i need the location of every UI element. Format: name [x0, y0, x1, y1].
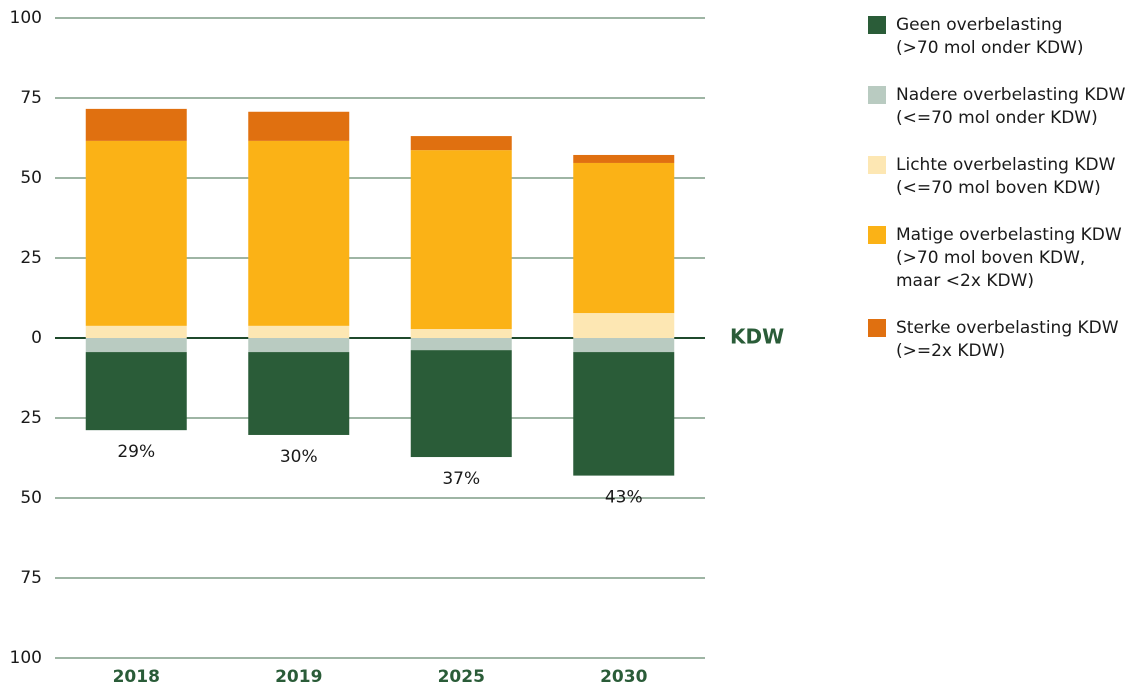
bar-segment: [573, 352, 675, 476]
bar-segment: [573, 154, 675, 163]
bar-segment: [248, 352, 350, 435]
bar-segment: [248, 140, 350, 326]
y-tick-label: 100: [10, 8, 42, 28]
total-label: 29%: [117, 442, 155, 462]
x-tick-label: 2030: [600, 667, 647, 686]
legend-label: Lichte overbelasting KDW (<=70 mol boven …: [896, 155, 1116, 198]
bar-segment: [573, 313, 675, 338]
bar-segment: [85, 325, 187, 338]
x-tick-label: 2019: [275, 667, 322, 686]
y-tick-label: 50: [20, 488, 42, 508]
legend-label: Geen overbelasting (>70 mol onder KDW): [896, 15, 1084, 58]
bar-segment: [85, 352, 187, 431]
bar-segment: [410, 338, 512, 351]
y-tick-label: 25: [20, 408, 42, 428]
legend-swatch: [868, 319, 886, 337]
bar-segment: [573, 338, 675, 353]
y-tick-label: 75: [20, 568, 42, 588]
legend-label: Matige overbelasting KDW (>70 mol boven K…: [896, 225, 1122, 291]
bar-segment: [248, 325, 350, 338]
legend-swatch: [868, 226, 886, 244]
legend-label: Sterke overbelasting KDW (>=2x KDW): [896, 318, 1119, 361]
zero-label: KDW: [730, 325, 784, 349]
y-tick-label: 50: [20, 168, 42, 188]
y-tick-label: 0: [31, 328, 42, 348]
legend-swatch: [868, 86, 886, 104]
y-tick-label: 25: [20, 248, 42, 268]
bar-segment: [410, 329, 512, 338]
bar-segment: [248, 111, 350, 141]
bar-segment: [248, 338, 350, 353]
x-tick-label: 2025: [438, 667, 485, 686]
bar-segment: [85, 108, 187, 141]
bar-segment: [85, 140, 187, 326]
legend-swatch: [868, 156, 886, 174]
total-label: 37%: [442, 469, 480, 489]
total-label: 30%: [280, 447, 318, 467]
y-tick-label: 75: [20, 88, 42, 108]
legend-swatch: [868, 16, 886, 34]
legend-label: Nadere overbelasting KDW (<=70 mol onder …: [896, 85, 1126, 128]
bar-segment: [85, 338, 187, 353]
bar-segment: [410, 136, 512, 151]
bar-segment: [410, 150, 512, 330]
y-tick-label: 100: [10, 648, 42, 668]
bar-segment: [573, 162, 675, 314]
x-tick-label: 2018: [113, 667, 160, 686]
bar-segment: [410, 350, 512, 458]
total-label: 43%: [605, 488, 643, 508]
